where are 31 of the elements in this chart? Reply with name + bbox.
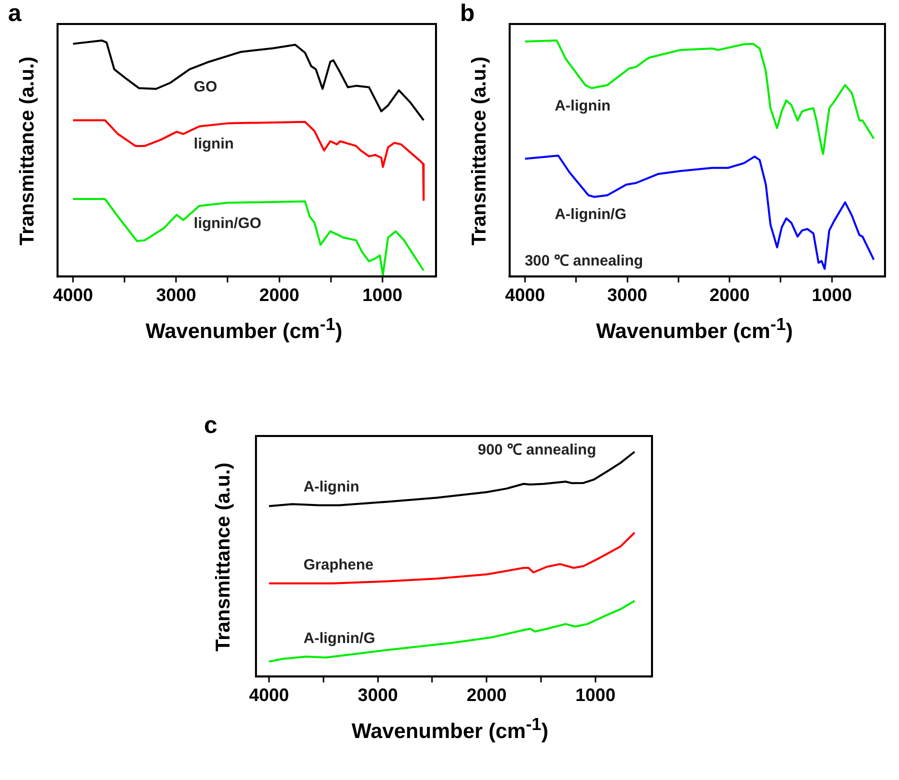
y-axis-title: Transmittance (a.u.) [16, 56, 40, 246]
series-label: lignin [194, 136, 234, 153]
x-tick-label: 4000 [505, 285, 546, 306]
x-tick-label: 4000 [53, 285, 94, 306]
x-tick-label: 2000 [710, 285, 750, 306]
series-label: GO [194, 78, 218, 96]
x-tick-label: 1000 [812, 285, 852, 306]
x-axis-title: Wavenumber (cm$^{-1}$) [595, 314, 794, 344]
chart-title: b [460, 0, 475, 28]
annotation: 900 ℃ annealing [478, 442, 596, 459]
series-label: A-lignin/G [303, 630, 376, 647]
x-tick-label: 4000 [249, 685, 290, 706]
series-label: Graphene [303, 556, 374, 574]
annotation: 300 ℃ annealing [524, 252, 644, 270]
y-axis-title: Transmittance (a.u.) [468, 56, 492, 246]
y-axis-title: Transmittance (a.u.) [212, 462, 236, 652]
x-tick-label: 2000 [259, 285, 300, 306]
x-tick-label: 1000 [575, 685, 616, 706]
series-label: A-lignin [303, 478, 360, 496]
x-tick-label: 2000 [466, 685, 507, 706]
chart-title: c [204, 412, 218, 440]
series-label: A-lignin/G [554, 206, 626, 224]
x-tick-label: 3000 [358, 685, 398, 706]
x-tick-label: 3000 [156, 285, 196, 306]
x-tick-label: 3000 [607, 285, 648, 306]
series-label: A-lignin [554, 97, 611, 114]
x-axis-title: Wavenumber (cm$^{-1}$) [144, 314, 344, 344]
chart-title: a [8, 0, 22, 28]
x-axis-title: Wavenumber (cm$^{-1}$) [350, 714, 550, 744]
x-tick-label: 1000 [362, 285, 402, 306]
series-label: lignin/GO [194, 215, 262, 232]
